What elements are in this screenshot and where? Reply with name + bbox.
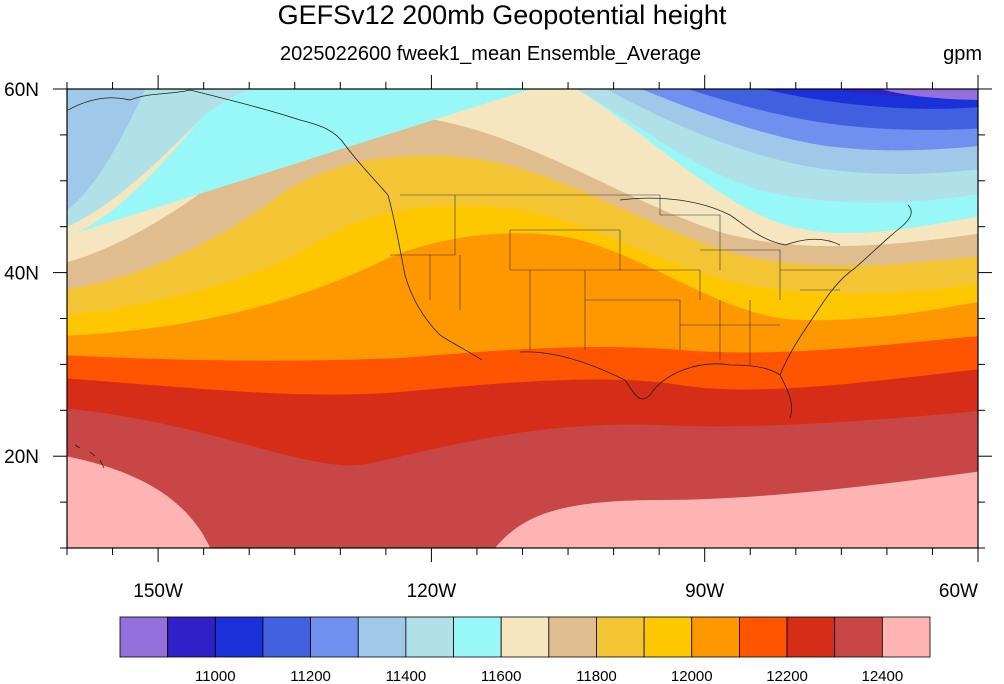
colorbar-swatch: [119, 616, 169, 658]
map-title: GEFSv12 200mb Geopotential height: [277, 0, 727, 30]
colorbar-swatch: [739, 616, 788, 658]
colorbar-swatch: [500, 616, 550, 658]
lon-label: 120W: [407, 581, 457, 602]
colorbar-swatch: [214, 616, 264, 658]
lat-label: 20N: [4, 447, 39, 468]
colorbar-swatch: [643, 616, 693, 658]
axis-ticks: [53, 75, 992, 562]
colorbar-label: 11800: [576, 668, 617, 684]
lon-label: 150W: [133, 581, 183, 602]
colorbar-label: 12200: [766, 668, 808, 684]
colorbar-swatch: [881, 616, 931, 658]
lon-labels: 150W 120W 90W 60W: [133, 581, 978, 602]
colorbar-label: 12000: [671, 668, 713, 684]
colorbar: 11000 11200 11400 11600 11800 12000 12200 12400: [119, 616, 931, 684]
colorbar-swatch: [405, 616, 454, 658]
state-borders: [390, 194, 850, 365]
coastlines: [67, 89, 912, 469]
units-label: gpm: [943, 43, 982, 65]
colorbar-label: 11200: [290, 668, 331, 684]
lon-label: 90W: [685, 581, 724, 602]
colorbar-swatch: [310, 616, 359, 658]
contour-fill: [67, 89, 978, 548]
colorbar-swatch: [357, 616, 407, 658]
colorbar-swatch: [834, 616, 883, 658]
colorbar-label: 11600: [481, 668, 522, 684]
lat-label: 40N: [4, 264, 39, 285]
colorbar-swatch: [548, 616, 597, 658]
colorbar-swatch: [262, 616, 311, 658]
lat-label: 60N: [4, 80, 39, 101]
lon-label: 60W: [939, 581, 978, 602]
map-subtitle: 2025022600 fweek1_mean Ensemble_Average: [280, 43, 702, 65]
lat-labels: 60N 40N 20N: [4, 80, 39, 468]
colorbar-swatch: [453, 616, 502, 658]
colorbar-label: 11000: [195, 668, 236, 684]
band-10800: [880, 89, 978, 100]
band-11300: [67, 89, 146, 210]
colorbar-label: 11400: [386, 668, 427, 684]
colorbar-swatch: [167, 616, 216, 658]
colorbar-swatch: [786, 616, 836, 658]
colorbar-label: 12400: [861, 668, 903, 684]
colorbar-swatch: [596, 616, 645, 658]
colorbar-swatch: [691, 616, 740, 658]
